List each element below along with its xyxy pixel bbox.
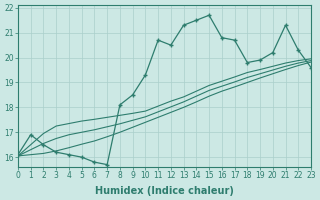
X-axis label: Humidex (Indice chaleur): Humidex (Indice chaleur) [95,186,234,196]
